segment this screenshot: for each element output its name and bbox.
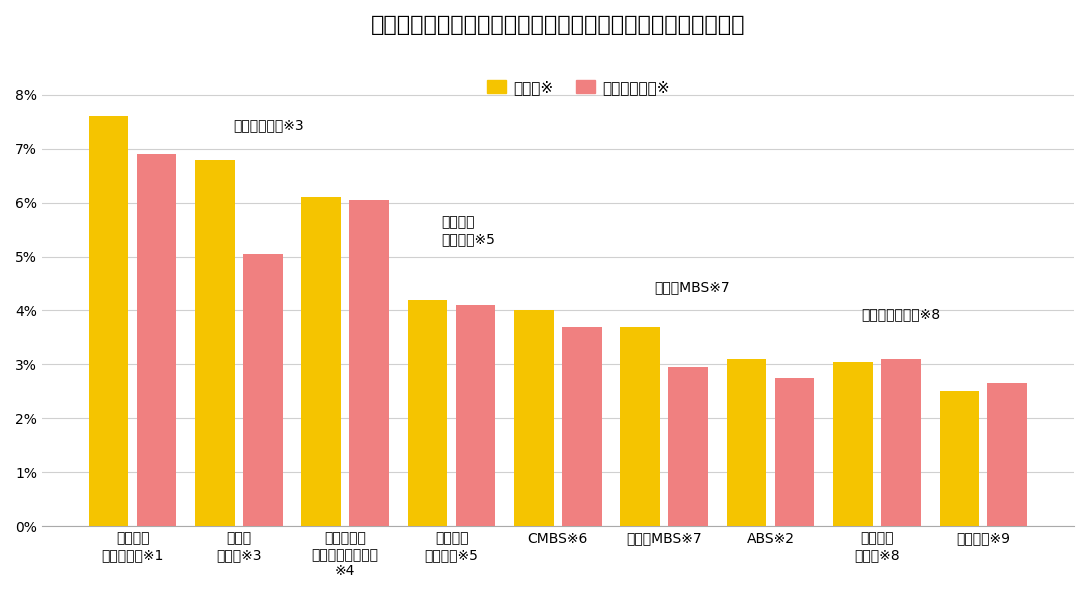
Bar (881, 359, 920, 526)
Text: 政府系MBS※7: 政府系MBS※7 (653, 280, 730, 294)
Bar (137, 154, 176, 526)
Text: バンクローン※3: バンクローン※3 (234, 119, 304, 133)
Bar (302, 197, 341, 526)
Bar (89, 116, 129, 526)
Bar (350, 200, 389, 526)
Bar (243, 254, 283, 526)
Bar (833, 362, 872, 526)
Bar (988, 383, 1027, 526)
Bar (195, 160, 235, 526)
Bar (621, 327, 660, 526)
Bar (774, 378, 815, 526)
Title: 図表１：さまざまな債券の利回りと年率リターンの長期平均値: 図表１：さまざまな債券の利回りと年率リターンの長期平均値 (370, 15, 745, 35)
Bar (456, 305, 495, 526)
Bar (407, 299, 448, 526)
Bar (514, 311, 554, 526)
Bar (562, 327, 602, 526)
Bar (726, 359, 767, 526)
Bar (940, 391, 979, 526)
Text: 米国政府関連債※8: 米国政府関連債※8 (861, 307, 941, 321)
Text: 米国投資
適格社債※5: 米国投資 適格社債※5 (441, 216, 495, 246)
Legend: 利回り※, 年率リターン※: 利回り※, 年率リターン※ (481, 74, 676, 101)
Bar (669, 367, 708, 526)
